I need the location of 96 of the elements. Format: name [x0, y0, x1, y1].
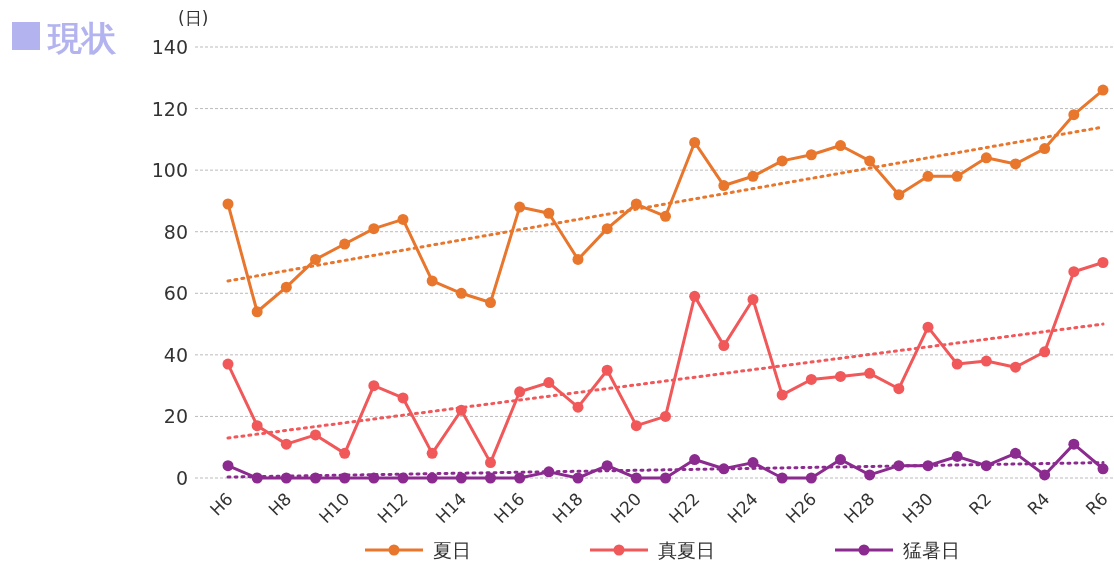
point — [280, 281, 292, 293]
point — [397, 392, 409, 404]
point — [368, 223, 380, 235]
point — [572, 253, 584, 265]
point — [1039, 143, 1051, 155]
point — [1097, 257, 1109, 268]
point — [980, 355, 992, 367]
point — [222, 198, 234, 210]
point — [310, 253, 321, 265]
point — [951, 450, 963, 462]
point — [630, 198, 642, 210]
point — [805, 472, 817, 484]
point — [1097, 463, 1109, 475]
point — [514, 386, 526, 398]
point — [572, 401, 584, 413]
point — [689, 290, 701, 302]
point — [747, 457, 759, 469]
point — [543, 207, 555, 219]
point — [776, 155, 788, 167]
point — [660, 410, 671, 422]
point — [922, 321, 934, 333]
point — [339, 238, 351, 250]
y-tick-label: 140 — [151, 36, 188, 58]
point — [514, 472, 526, 484]
point — [893, 383, 905, 395]
point — [864, 367, 876, 379]
x-tick-label: H8 — [264, 488, 296, 520]
point — [1010, 158, 1021, 170]
point — [251, 306, 263, 318]
point — [543, 377, 555, 389]
x-tick-label: R6 — [1081, 488, 1112, 519]
point — [485, 472, 496, 484]
point — [922, 170, 934, 182]
point — [1039, 346, 1051, 358]
chart-title: 現状 — [47, 18, 117, 58]
point — [601, 364, 613, 376]
x-tick-label: R4 — [1023, 488, 1054, 519]
point — [601, 223, 613, 235]
point — [485, 457, 496, 469]
point — [864, 469, 876, 481]
point — [222, 358, 234, 370]
y-tick-label: 80 — [163, 220, 188, 243]
x-tick-label: R2 — [965, 488, 996, 519]
point — [1068, 109, 1080, 121]
point — [776, 472, 788, 484]
point — [368, 380, 380, 392]
point — [397, 213, 409, 225]
y-axis-title: (日) — [178, 8, 209, 28]
legend-label: 夏日 — [433, 539, 471, 561]
point — [864, 155, 876, 167]
point — [718, 340, 730, 352]
point — [1068, 266, 1080, 278]
y-tick-label: 40 — [163, 343, 188, 366]
y-tick-label: 60 — [163, 282, 188, 305]
point — [1068, 438, 1080, 450]
point — [310, 429, 321, 441]
y-tick-label: 0 — [175, 467, 188, 489]
point — [280, 438, 292, 450]
point — [630, 472, 642, 484]
legend-label: 真夏日 — [658, 539, 715, 561]
point — [426, 275, 438, 287]
y-tick-label: 20 — [163, 405, 188, 428]
point — [951, 358, 963, 370]
point — [835, 140, 846, 152]
point — [805, 149, 817, 161]
point — [835, 370, 846, 382]
point — [776, 389, 788, 401]
point — [980, 152, 992, 164]
point — [747, 170, 759, 182]
point — [747, 293, 759, 305]
point — [251, 420, 263, 432]
point — [222, 460, 234, 472]
point — [514, 201, 526, 213]
point — [660, 472, 671, 484]
point — [630, 420, 642, 432]
point — [1010, 447, 1021, 459]
point — [572, 472, 584, 484]
point — [1097, 84, 1109, 96]
point — [455, 287, 467, 299]
point — [426, 447, 438, 459]
point — [893, 189, 905, 201]
point — [689, 454, 701, 466]
y-tick-label: 100 — [151, 159, 188, 182]
point — [835, 454, 846, 466]
point — [660, 210, 671, 222]
legend-label: 猛暑日 — [903, 539, 960, 561]
point — [1010, 361, 1021, 373]
point — [485, 297, 496, 309]
point — [1039, 469, 1051, 481]
y-tick-label: 120 — [151, 97, 188, 120]
point — [951, 170, 963, 182]
point — [339, 447, 351, 459]
point — [689, 136, 701, 148]
x-tick-label: H6 — [205, 488, 237, 520]
point — [805, 373, 817, 385]
point — [718, 180, 730, 192]
